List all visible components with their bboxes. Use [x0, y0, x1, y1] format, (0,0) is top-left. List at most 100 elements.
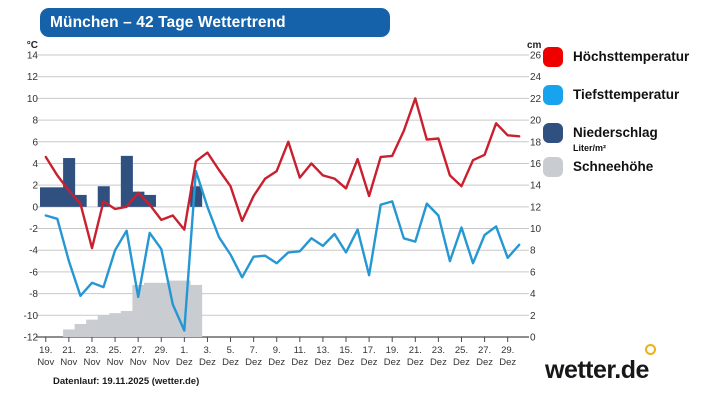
x-axis-day-label: 23.	[85, 345, 98, 356]
legend-item-tiefsttemperatur: Tiefsttemperatur	[543, 85, 679, 105]
x-axis-month-label: Dez	[361, 357, 378, 368]
y-axis-left-label: 6	[32, 137, 38, 148]
snow-depth-area	[63, 329, 76, 337]
max-temperature-line	[44, 97, 521, 250]
y-axis-right-unit: cm	[527, 40, 542, 51]
snow-depth-area	[97, 315, 110, 337]
snow-depth-area	[143, 282, 156, 337]
legend-label: Höchsttemperatur	[573, 49, 690, 64]
snow-depth-area	[109, 313, 122, 337]
niederschlag-swatch-icon	[543, 123, 563, 143]
min-temperature-line	[44, 169, 521, 332]
precipitation-bar	[51, 187, 64, 207]
x-axis-month-label: Dez	[384, 357, 401, 368]
x-axis-month-label: Dez	[338, 357, 355, 368]
x-axis-day-label: 13.	[316, 345, 329, 356]
y-axis-left-label: 12	[27, 72, 39, 83]
y-axis-left-label: -10	[24, 311, 39, 322]
y-axis-right-label: 24	[530, 72, 542, 83]
x-axis-day-label: 9.	[273, 345, 281, 356]
snow-depth-area	[155, 282, 168, 337]
legend-item-schneehoehe: Schneehöhe	[543, 157, 653, 177]
x-axis-day-label: 29.	[501, 345, 514, 356]
precipitation-bar	[74, 194, 87, 207]
logo-text: wetter.de	[545, 356, 649, 384]
x-axis-month-label: Dez	[268, 357, 285, 368]
y-axis-left-label: 0	[32, 202, 38, 213]
y-axis-left-label: -12	[24, 333, 39, 344]
y-axis-left-label: 14	[27, 51, 39, 62]
legend-item-niederschlag: Niederschlag Liter/m²	[543, 123, 658, 153]
x-axis-month-label: Dez	[476, 357, 493, 368]
y-axis-left-label: -2	[29, 224, 38, 235]
x-axis-month-label: Nov	[84, 357, 101, 368]
x-axis-day-label: 25.	[455, 345, 468, 356]
page-title: München – 42 Tage Wettertrend	[50, 13, 286, 31]
precipitation-bar	[120, 155, 133, 207]
x-axis-month-label: Nov	[107, 357, 124, 368]
x-axis-day-label: 27.	[132, 345, 145, 356]
y-axis-left-label: -4	[29, 246, 38, 257]
y-axis-left-label: -6	[29, 267, 38, 278]
schneehoehe-swatch-icon	[543, 157, 563, 177]
y-axis-right-label: 12	[530, 202, 542, 213]
x-axis-month-label: Dez	[407, 357, 424, 368]
x-axis-month-label: Dez	[499, 357, 516, 368]
y-axis-right-label: 22	[530, 94, 542, 105]
x-axis-day-label: 27.	[478, 345, 491, 356]
y-axis-left-unit: °C	[27, 40, 38, 51]
x-axis-day-label: 7.	[250, 345, 258, 356]
x-axis-month-label: Dez	[314, 357, 331, 368]
x-axis-month-label: Nov	[130, 357, 147, 368]
legend-label: Niederschlag	[573, 125, 658, 140]
x-axis-month-label: Dez	[222, 357, 239, 368]
snow-depth-area	[120, 310, 133, 337]
x-axis-day-label: 19.	[39, 345, 52, 356]
x-axis-day-label: 15.	[339, 345, 352, 356]
legend-item-hoechsttemperatur: Höchsttemperatur	[543, 47, 689, 67]
title-banner: München – 42 Tage Wettertrend	[40, 8, 390, 37]
tiefsttemperatur-swatch-icon	[543, 85, 563, 105]
x-axis-month-label: Dez	[199, 357, 216, 368]
data-run-timestamp: Datenlauf: 19.11.2025 (wetter.de)	[53, 376, 200, 387]
y-axis-left-label: -8	[29, 289, 38, 300]
x-axis-day-label: 19.	[386, 345, 399, 356]
x-axis-month-label: Dez	[176, 357, 193, 368]
x-axis-day-label: 17.	[362, 345, 375, 356]
x-axis-day-label: 29.	[155, 345, 168, 356]
snow-depth-area	[132, 284, 145, 337]
x-axis-day-label: 21.	[62, 345, 75, 356]
degree-ring-icon	[645, 344, 656, 355]
y-axis-right-label: 0	[530, 333, 536, 344]
x-axis-day-label: 23.	[432, 345, 445, 356]
x-axis-day-label: 1.	[180, 345, 188, 356]
precipitation-bar	[63, 158, 76, 207]
wetter-de-logo: wetter.de	[545, 344, 675, 390]
x-axis-month-label: Dez	[245, 357, 262, 368]
y-axis-right-label: 18	[530, 137, 542, 148]
x-axis-day-label: 21.	[409, 345, 422, 356]
x-axis-month-label: Dez	[453, 357, 470, 368]
y-axis-left-label: 2	[32, 181, 38, 192]
y-axis-right-label: 26	[530, 51, 542, 62]
x-axis-month-label: Dez	[430, 357, 447, 368]
y-axis-right-label: 6	[530, 267, 536, 278]
y-axis-right-label: 14	[530, 181, 542, 192]
x-axis-month-label: Nov	[37, 357, 54, 368]
x-axis-day-label: 11.	[294, 345, 307, 356]
precipitation-bar	[143, 194, 156, 207]
snow-depth-area	[190, 284, 203, 337]
x-axis-month-label: Dez	[291, 357, 308, 368]
x-axis-day-label: 25.	[108, 345, 121, 356]
y-axis-left-label: 8	[32, 116, 38, 127]
legend-label: Tiefsttemperatur	[573, 87, 680, 102]
hoechsttemperatur-swatch-icon	[543, 47, 563, 67]
y-axis-left-label: 10	[27, 94, 39, 105]
y-axis-right-label: 4	[530, 289, 536, 300]
precipitation-bar	[97, 186, 110, 207]
x-axis-day-label: 5.	[227, 345, 235, 356]
y-axis-right-label: 8	[530, 246, 536, 257]
y-axis-left-label: 4	[32, 159, 38, 170]
